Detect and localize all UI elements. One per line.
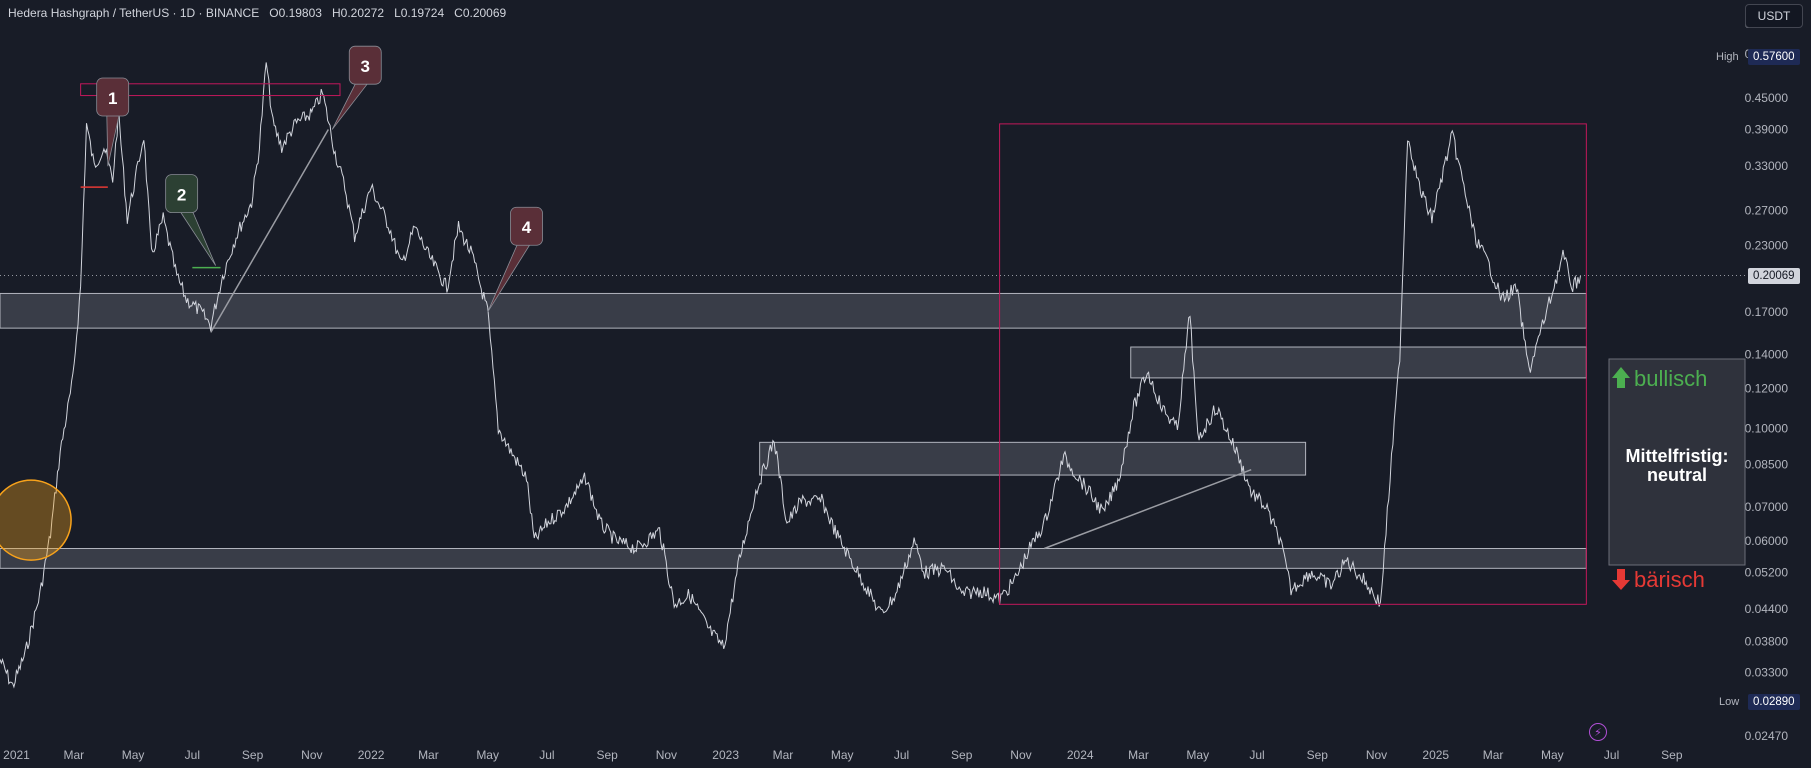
close-value: 0.20069 xyxy=(462,6,507,20)
range-box xyxy=(80,83,341,97)
price-zone xyxy=(0,292,1587,329)
price-zone xyxy=(1130,346,1587,379)
x-tick-label: Mar xyxy=(1483,748,1504,762)
symbol-name[interactable]: Hedera Hashgraph / TetherUS · 1D · BINAN… xyxy=(8,6,260,20)
time-axis[interactable]: 2021 Mar May Jul Sep Nov 2022 Mar May Jul Sep Nov 20… xyxy=(3,748,1683,762)
open-value: 0.19803 xyxy=(278,6,322,20)
x-tick-label: Nov xyxy=(656,748,677,762)
price-line xyxy=(0,62,1581,689)
x-tick-label: 2022 xyxy=(358,748,385,762)
neutral-label-line2: neutral xyxy=(1647,465,1707,485)
x-tick-label: Jul xyxy=(1249,748,1264,762)
bullish-arrow-icon xyxy=(1612,367,1630,388)
y-tick-label: 0.33000 xyxy=(1745,159,1789,173)
callout-label: 3 xyxy=(361,57,370,76)
x-tick-label: Nov xyxy=(301,748,322,762)
y-tick-label: 0.02470 xyxy=(1745,729,1789,743)
x-tick-label: Mar xyxy=(63,748,84,762)
x-tick-label: May xyxy=(1186,748,1209,762)
symbol-header: Hedera Hashgraph / TetherUS · 1D · BINAN… xyxy=(8,6,506,20)
callout-pointer xyxy=(106,107,122,167)
bearish-label: bärisch xyxy=(1634,567,1705,592)
y-tick-label: 0.45000 xyxy=(1745,91,1789,105)
price-axis[interactable]: 0.630000.550000.450000.390000.330000.270… xyxy=(1745,17,1789,743)
bullish-label: bullisch xyxy=(1634,366,1707,391)
range-box xyxy=(999,123,1587,605)
last-price-tag: 0.20069 xyxy=(1748,267,1800,284)
open-label: O xyxy=(269,6,279,20)
y-tick-label: 0.17000 xyxy=(1745,305,1789,319)
callout-label: 1 xyxy=(108,89,117,108)
close-label: C xyxy=(454,6,463,20)
y-tick-label: 0.12000 xyxy=(1745,382,1789,396)
callout-box xyxy=(348,45,382,85)
trend-line xyxy=(1044,468,1252,550)
x-tick-label: May xyxy=(476,748,499,762)
callout-label: 4 xyxy=(522,218,532,237)
x-tick-label: Jul xyxy=(539,748,554,762)
y-tick-label: 0.06000 xyxy=(1745,534,1789,548)
y-tick-label: 0.04400 xyxy=(1745,602,1789,616)
x-tick-label: Sep xyxy=(951,748,973,762)
y-tick-label: 0.14000 xyxy=(1745,348,1789,362)
callout-label: 2 xyxy=(177,186,186,205)
x-tick-label: Mar xyxy=(418,748,439,762)
y-tick-label: 0.03800 xyxy=(1745,634,1789,648)
callout-box xyxy=(510,206,543,246)
high-label: H xyxy=(331,6,341,20)
x-tick-label: 2025 xyxy=(1422,748,1449,762)
x-tick-label: Jul xyxy=(185,748,200,762)
currency-button[interactable]: USDT xyxy=(1745,4,1803,28)
x-tick-label: Sep xyxy=(242,748,264,762)
drawings xyxy=(0,83,1745,605)
high-value-tag: 0.57600 xyxy=(1748,49,1800,65)
neutral-box xyxy=(1608,358,1746,566)
y-tick-label: 0.27000 xyxy=(1745,203,1789,217)
x-tick-label: May xyxy=(1541,748,1564,762)
x-tick-label: May xyxy=(831,748,854,762)
x-tick-label: Sep xyxy=(1661,748,1683,762)
annotations: 1 2 3 4 Mittelfristig:neutral bullisch bärisch xyxy=(96,45,1746,592)
price-zone xyxy=(759,441,1307,476)
trend-line xyxy=(210,129,329,333)
y-tick-label: 0.08500 xyxy=(1745,457,1789,471)
x-tick-label: 2023 xyxy=(712,748,739,762)
lightning-icon[interactable]: ⚡ xyxy=(1589,723,1607,741)
price-series xyxy=(0,62,1581,689)
callout-pointer xyxy=(174,204,217,266)
x-tick-label: Nov xyxy=(1366,748,1387,762)
y-tick-label: 0.03300 xyxy=(1745,666,1789,680)
x-tick-label: 2021 xyxy=(3,748,30,762)
bearish-arrow-icon xyxy=(1612,569,1630,590)
x-tick-label: Mar xyxy=(1128,748,1149,762)
x-tick-label: Sep xyxy=(596,748,618,762)
y-tick-label: 0.05200 xyxy=(1745,566,1789,580)
low-value-tag: 0.02890 xyxy=(1748,694,1800,710)
neutral-label-line1: Mittelfristig: xyxy=(1626,446,1729,466)
x-tick-label: Nov xyxy=(1010,748,1031,762)
callout-box xyxy=(96,77,130,117)
low-label: L xyxy=(394,6,401,20)
x-tick-label: 2024 xyxy=(1067,748,1094,762)
y-tick-label: 0.23000 xyxy=(1745,239,1789,253)
high-value: 0.20272 xyxy=(340,6,385,20)
x-tick-label: May xyxy=(122,748,145,762)
y-tick-label: 0.07000 xyxy=(1745,500,1789,514)
callout-box xyxy=(165,174,199,214)
x-tick-label: Mar xyxy=(773,748,794,762)
low-value: 0.19724 xyxy=(400,6,445,20)
y-tick-label: 0.39000 xyxy=(1745,122,1789,136)
high-label-tag: High xyxy=(1716,51,1739,63)
highlight-circle xyxy=(0,479,72,561)
support-resistance-zones xyxy=(0,292,1587,569)
x-tick-label: Sep xyxy=(1307,748,1329,762)
x-tick-label: Jul xyxy=(894,748,909,762)
low-label-tag: Low xyxy=(1719,696,1740,708)
y-tick-label: 0.10000 xyxy=(1745,422,1789,436)
x-tick-label: Jul xyxy=(1604,748,1619,762)
